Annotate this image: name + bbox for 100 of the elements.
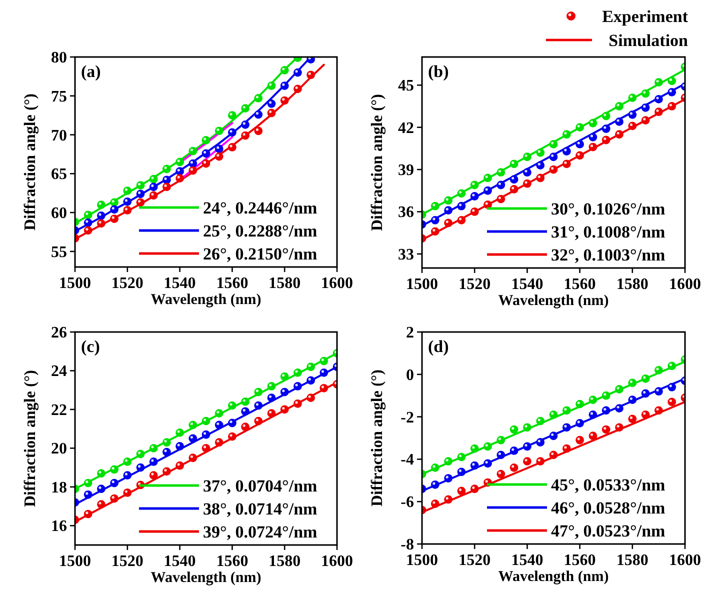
point: [444, 495, 452, 504]
point: [576, 151, 584, 160]
point: [202, 444, 210, 452]
point: [457, 216, 466, 224]
point: [470, 484, 479, 494]
point: [668, 76, 676, 86]
point: [588, 118, 598, 128]
point: [254, 401, 263, 410]
point: [97, 500, 106, 509]
point: [484, 186, 492, 195]
point: [549, 165, 558, 174]
point: [306, 362, 315, 372]
point: [267, 394, 276, 402]
x-tick-label: 1540: [511, 276, 544, 293]
x-tick-label: 1520: [458, 276, 491, 293]
point: [615, 118, 624, 126]
point: [176, 174, 184, 183]
point: [510, 160, 518, 168]
legend-label: 37°, 0.0704°/nm: [203, 476, 318, 496]
point: [668, 362, 676, 370]
point: [149, 191, 158, 200]
x-tick-label: 1560: [564, 276, 596, 293]
point: [294, 68, 302, 77]
point: [641, 116, 650, 124]
point: [628, 378, 637, 388]
point: [188, 454, 198, 462]
x-axis-title: Wavelength (nm): [498, 293, 609, 309]
point: [149, 174, 158, 184]
point: [136, 198, 145, 207]
point: [97, 469, 106, 478]
legend-label: 45°, 0.0533°/nm: [551, 476, 666, 494]
text: Simulation: [608, 31, 689, 50]
point: [668, 102, 676, 110]
y-tick-label: 2: [406, 324, 414, 342]
point: [484, 459, 492, 468]
legend-label: 38°, 0.0714°/nm: [203, 500, 318, 518]
y-tick-label: -2: [400, 409, 414, 426]
point: [615, 404, 624, 413]
point: [562, 406, 571, 415]
y-tick-label: 39: [398, 162, 414, 180]
legend-label: 25°, 0.2288°/nm: [203, 222, 318, 240]
point: [470, 461, 479, 470]
point: [110, 214, 118, 223]
chart-title: (a): [81, 62, 101, 81]
point: [549, 410, 558, 419]
point: [267, 99, 276, 108]
point: [149, 444, 158, 452]
y-tick-label: 60: [51, 205, 67, 222]
point: [496, 194, 506, 204]
point: [536, 416, 545, 426]
point: [176, 158, 184, 166]
x-tick-label: 1600: [321, 553, 353, 570]
point: [188, 166, 198, 175]
x-tick-label: 1500: [59, 553, 91, 570]
point: [654, 95, 663, 104]
point: [444, 474, 452, 482]
point: [549, 140, 558, 148]
point: [84, 510, 92, 518]
point: [628, 94, 637, 102]
point: [457, 202, 466, 210]
point: [241, 131, 250, 140]
x-tick-label: 1540: [164, 553, 196, 570]
point: [523, 423, 532, 432]
point: [654, 406, 663, 415]
point: [444, 196, 452, 205]
point: [562, 444, 571, 453]
x-tick-label: 1560: [216, 553, 248, 570]
point: [470, 444, 479, 453]
point: [136, 181, 145, 190]
point: [457, 486, 466, 496]
point: [228, 418, 236, 428]
point: [188, 434, 198, 443]
y-axis-title: Diffraction angle (°): [369, 369, 386, 507]
point: [214, 409, 224, 418]
x-tick-label: 1560: [216, 275, 248, 292]
point: [523, 168, 532, 177]
point: [306, 394, 315, 402]
point: [280, 66, 289, 74]
point: [615, 423, 624, 432]
point: [602, 391, 610, 400]
point: [97, 484, 106, 494]
x-tick-label: 1600: [321, 275, 353, 292]
point: [97, 211, 106, 220]
point: [654, 78, 663, 87]
point: [123, 488, 132, 497]
y-tick-label: 26: [51, 324, 67, 342]
point: [202, 136, 210, 144]
point: [549, 152, 558, 162]
point: [280, 372, 289, 381]
point: [654, 387, 663, 396]
point: [602, 112, 610, 120]
point: [306, 57, 315, 64]
point: [202, 159, 210, 168]
legend-label: 39°, 0.0724°/nm: [203, 522, 318, 542]
point: [588, 396, 598, 404]
y-tick-label: 24: [51, 363, 67, 380]
point: [536, 148, 545, 157]
x-tick-label: 1580: [616, 552, 648, 569]
point: [444, 206, 452, 215]
point: [176, 442, 184, 450]
